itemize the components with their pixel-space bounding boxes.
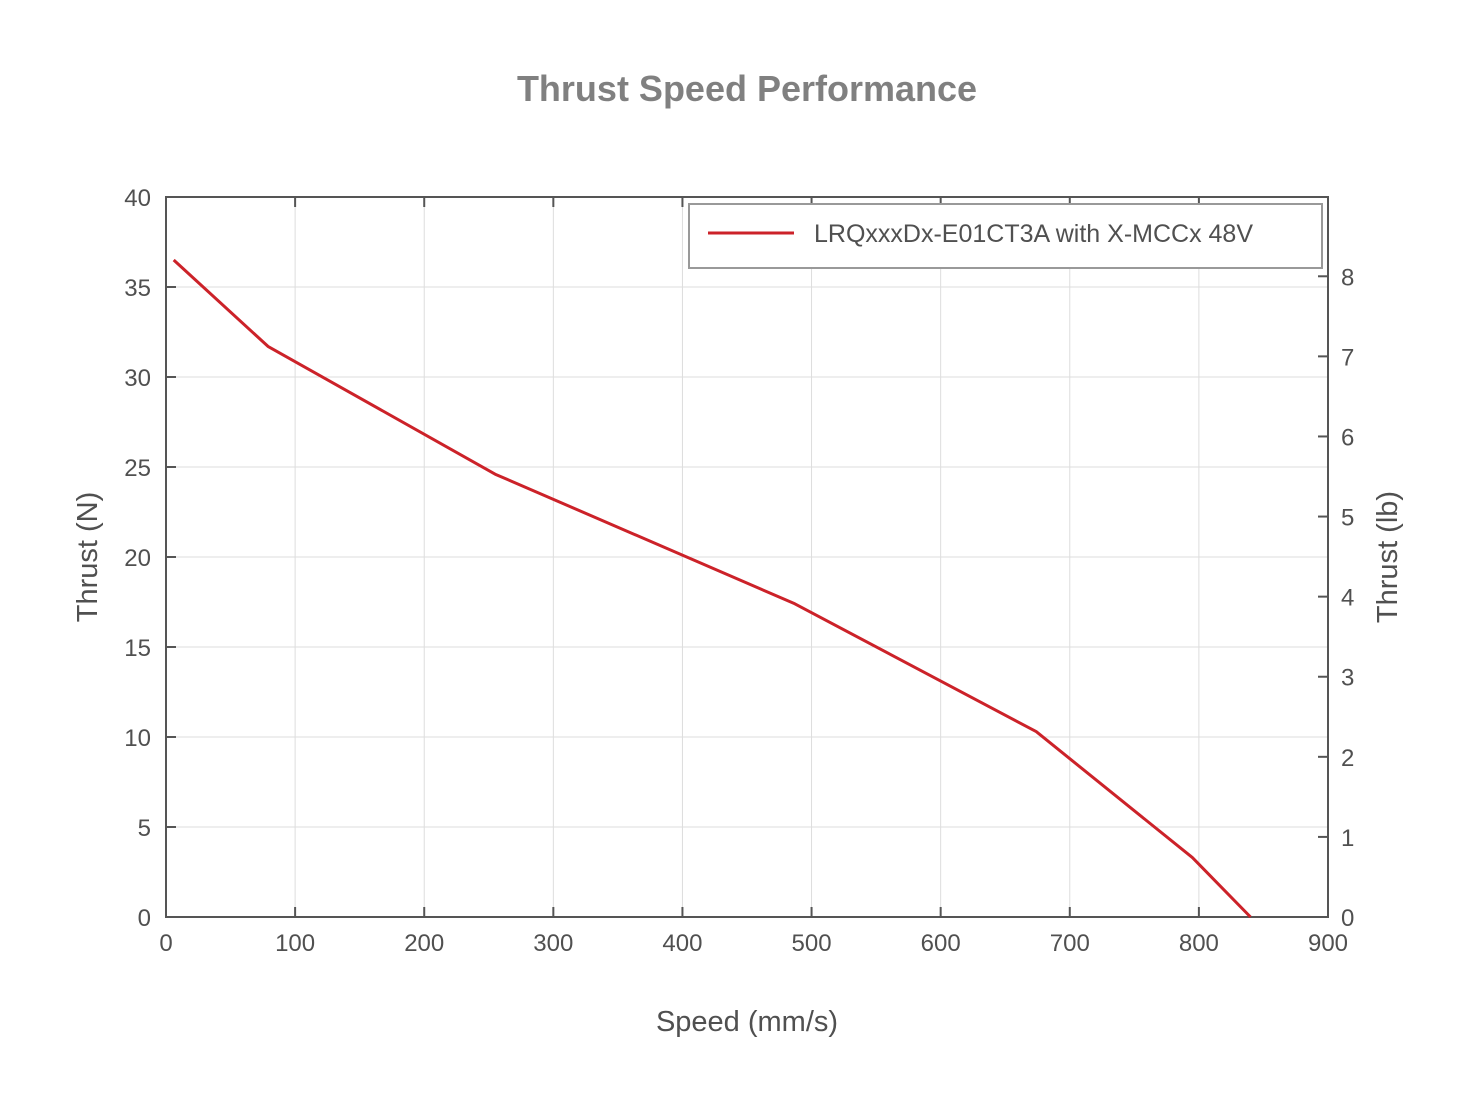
series-line [172, 258, 1252, 919]
y-axis-right-ticks: 0 1 2 3 4 5 6 7 8 [1318, 264, 1354, 932]
chart-title: Thrust Speed Performance [517, 68, 977, 109]
x-tick-label: 200 [404, 930, 444, 957]
y2-tick-label: 6 [1341, 424, 1354, 451]
y-tick-label: 15 [124, 635, 151, 662]
data-series [172, 258, 1252, 919]
y-tick-label: 35 [124, 275, 151, 302]
y-tick-label: 10 [124, 725, 151, 752]
y2-tick-label: 3 [1341, 665, 1354, 692]
y-tick-label: 30 [124, 365, 151, 392]
y2-tick-label: 4 [1341, 585, 1354, 612]
y2-tick-label: 7 [1341, 344, 1354, 371]
y-axis-right-label: Thrust (lb) [1372, 491, 1404, 623]
x-tick-label: 300 [533, 930, 573, 957]
legend-box [688, 203, 1323, 269]
x-tick-label: 600 [921, 930, 961, 957]
y-tick-label: 25 [124, 455, 151, 482]
x-tick-label: 400 [662, 930, 702, 957]
y2-tick-label: 2 [1341, 745, 1354, 772]
x-tick-label: 700 [1050, 930, 1090, 957]
legend-label: LRQxxxDx-E01CT3A with X-MCCx 48V [814, 220, 1253, 248]
x-tick-label: 100 [275, 930, 315, 957]
y2-tick-label: 5 [1341, 505, 1354, 532]
grid-lines [166, 197, 1328, 917]
x-tick-label: 0 [159, 930, 172, 957]
y-tick-label: 40 [124, 185, 151, 212]
y2-tick-label: 1 [1341, 825, 1354, 852]
x-axis-label: Speed (mm/s) [656, 1006, 838, 1038]
y-axis-left-label: Thrust (N) [72, 492, 104, 623]
y2-tick-label: 8 [1341, 264, 1354, 291]
y2-tick-label: 0 [1341, 905, 1354, 932]
y-tick-label: 0 [138, 905, 151, 932]
legend: LRQxxxDx-E01CT3A with X-MCCx 48V [688, 203, 1323, 269]
y-tick-label: 20 [124, 545, 151, 572]
y-tick-label: 5 [138, 815, 151, 842]
y-axis-left-ticks: 0 5 10 15 20 25 30 35 40 [124, 185, 176, 932]
x-axis-ticks: 0 100 200 300 400 500 600 700 800 900 [159, 197, 1348, 957]
x-tick-label: 800 [1179, 930, 1219, 957]
x-tick-label: 900 [1308, 930, 1348, 957]
x-tick-label: 500 [792, 930, 832, 957]
